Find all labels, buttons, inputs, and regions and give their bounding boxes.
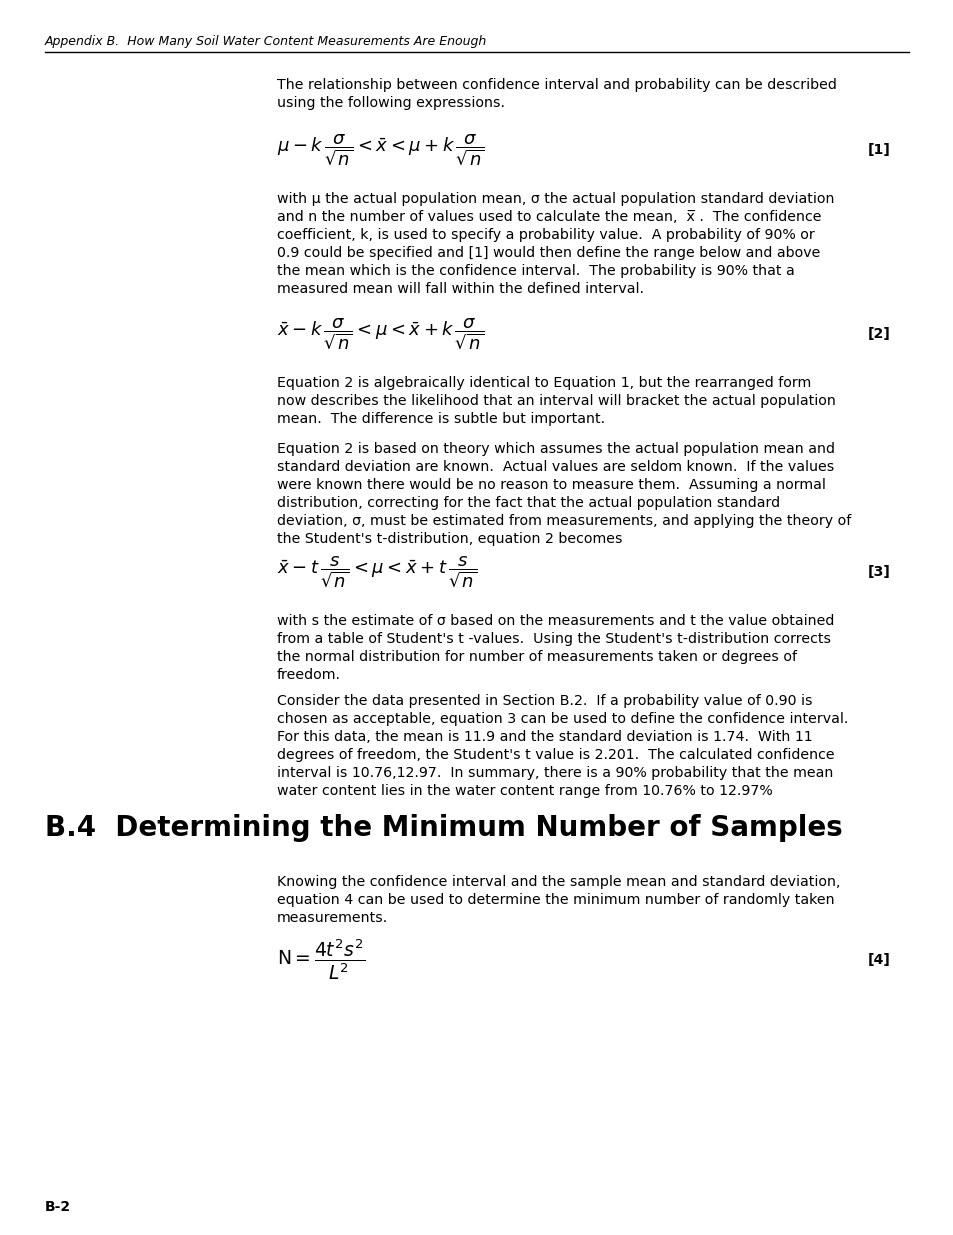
Text: 0.9 could be specified and [1] would then define the range below and above: 0.9 could be specified and [1] would the… bbox=[276, 246, 820, 261]
Text: standard deviation are known.  Actual values are seldom known.  If the values: standard deviation are known. Actual val… bbox=[276, 459, 833, 474]
Text: [4]: [4] bbox=[867, 953, 890, 967]
Text: Consider the data presented in Section B.2.  If a probability value of 0.90 is: Consider the data presented in Section B… bbox=[276, 694, 812, 708]
Text: the Student's t-distribution, equation 2 becomes: the Student's t-distribution, equation 2… bbox=[276, 532, 622, 546]
Text: [2]: [2] bbox=[867, 327, 890, 341]
Text: Equation 2 is algebraically identical to Equation 1, but the rearranged form: Equation 2 is algebraically identical to… bbox=[276, 375, 810, 390]
Text: $\mathrm{N} = \dfrac{4t^2s^2}{L^2}$: $\mathrm{N} = \dfrac{4t^2s^2}{L^2}$ bbox=[276, 937, 365, 982]
Text: the normal distribution for number of measurements taken or degrees of: the normal distribution for number of me… bbox=[276, 650, 796, 664]
Text: B-2: B-2 bbox=[45, 1200, 71, 1214]
Text: B.4  Determining the Minimum Number of Samples: B.4 Determining the Minimum Number of Sa… bbox=[45, 814, 841, 842]
Text: [3]: [3] bbox=[867, 564, 890, 579]
Text: equation 4 can be used to determine the minimum number of randomly taken: equation 4 can be used to determine the … bbox=[276, 893, 834, 906]
Text: were known there would be no reason to measure them.  Assuming a normal: were known there would be no reason to m… bbox=[276, 478, 825, 492]
Text: $\mu - k\,\dfrac{\sigma}{\sqrt{n}} < \bar{x} < \mu + k\,\dfrac{\sigma}{\sqrt{n}}: $\mu - k\,\dfrac{\sigma}{\sqrt{n}} < \ba… bbox=[276, 132, 484, 168]
Text: measurements.: measurements. bbox=[276, 911, 388, 925]
Text: from a table of Student's t -values.  Using the Student's t-distribution correct: from a table of Student's t -values. Usi… bbox=[276, 632, 830, 646]
Text: coefficient, k, is used to specify a probability value.  A probability of 90% or: coefficient, k, is used to specify a pro… bbox=[276, 228, 814, 242]
Text: Appendix B.  How Many Soil Water Content Measurements Are Enough: Appendix B. How Many Soil Water Content … bbox=[45, 35, 487, 48]
Text: using the following expressions.: using the following expressions. bbox=[276, 96, 504, 110]
Text: [1]: [1] bbox=[867, 143, 890, 157]
Text: distribution, correcting for the fact that the actual population standard: distribution, correcting for the fact th… bbox=[276, 496, 780, 510]
Text: mean.  The difference is subtle but important.: mean. The difference is subtle but impor… bbox=[276, 412, 604, 426]
Text: $\bar{x} - k\,\dfrac{\sigma}{\sqrt{n}} < \mu < \bar{x} + k\,\dfrac{\sigma}{\sqrt: $\bar{x} - k\,\dfrac{\sigma}{\sqrt{n}} <… bbox=[276, 316, 484, 352]
Text: degrees of freedom, the Student's t value is 2.201.  The calculated confidence: degrees of freedom, the Student's t valu… bbox=[276, 748, 834, 762]
Text: freedom.: freedom. bbox=[276, 668, 340, 682]
Text: Equation 2 is based on theory which assumes the actual population mean and: Equation 2 is based on theory which assu… bbox=[276, 442, 834, 456]
Text: interval is 10.76,12.97.  In summary, there is a 90% probability that the mean: interval is 10.76,12.97. In summary, the… bbox=[276, 766, 833, 781]
Text: deviation, σ, must be estimated from measurements, and applying the theory of: deviation, σ, must be estimated from mea… bbox=[276, 514, 850, 529]
Text: The relationship between confidence interval and probability can be described: The relationship between confidence inte… bbox=[276, 78, 836, 91]
Text: measured mean will fall within the defined interval.: measured mean will fall within the defin… bbox=[276, 282, 643, 296]
Text: $\bar{x} - t\,\dfrac{s}{\sqrt{n}} < \mu < \bar{x} + t\,\dfrac{s}{\sqrt{n}}$: $\bar{x} - t\,\dfrac{s}{\sqrt{n}} < \mu … bbox=[276, 555, 477, 589]
Text: water content lies in the water content range from 10.76% to 12.97%: water content lies in the water content … bbox=[276, 784, 772, 798]
Text: and n the number of values used to calculate the mean,  x̅ .  The confidence: and n the number of values used to calcu… bbox=[276, 210, 821, 224]
Text: now describes the likelihood that an interval will bracket the actual population: now describes the likelihood that an int… bbox=[276, 394, 835, 408]
Text: For this data, the mean is 11.9 and the standard deviation is 1.74.  With 11: For this data, the mean is 11.9 and the … bbox=[276, 730, 812, 743]
Text: with s the estimate of σ based on the measurements and t the value obtained: with s the estimate of σ based on the me… bbox=[276, 614, 834, 629]
Text: with μ the actual population mean, σ the actual population standard deviation: with μ the actual population mean, σ the… bbox=[276, 191, 834, 206]
Text: chosen as acceptable, equation 3 can be used to define the confidence interval.: chosen as acceptable, equation 3 can be … bbox=[276, 713, 847, 726]
Text: Knowing the confidence interval and the sample mean and standard deviation,: Knowing the confidence interval and the … bbox=[276, 876, 840, 889]
Text: the mean which is the confidence interval.  The probability is 90% that a: the mean which is the confidence interva… bbox=[276, 264, 794, 278]
